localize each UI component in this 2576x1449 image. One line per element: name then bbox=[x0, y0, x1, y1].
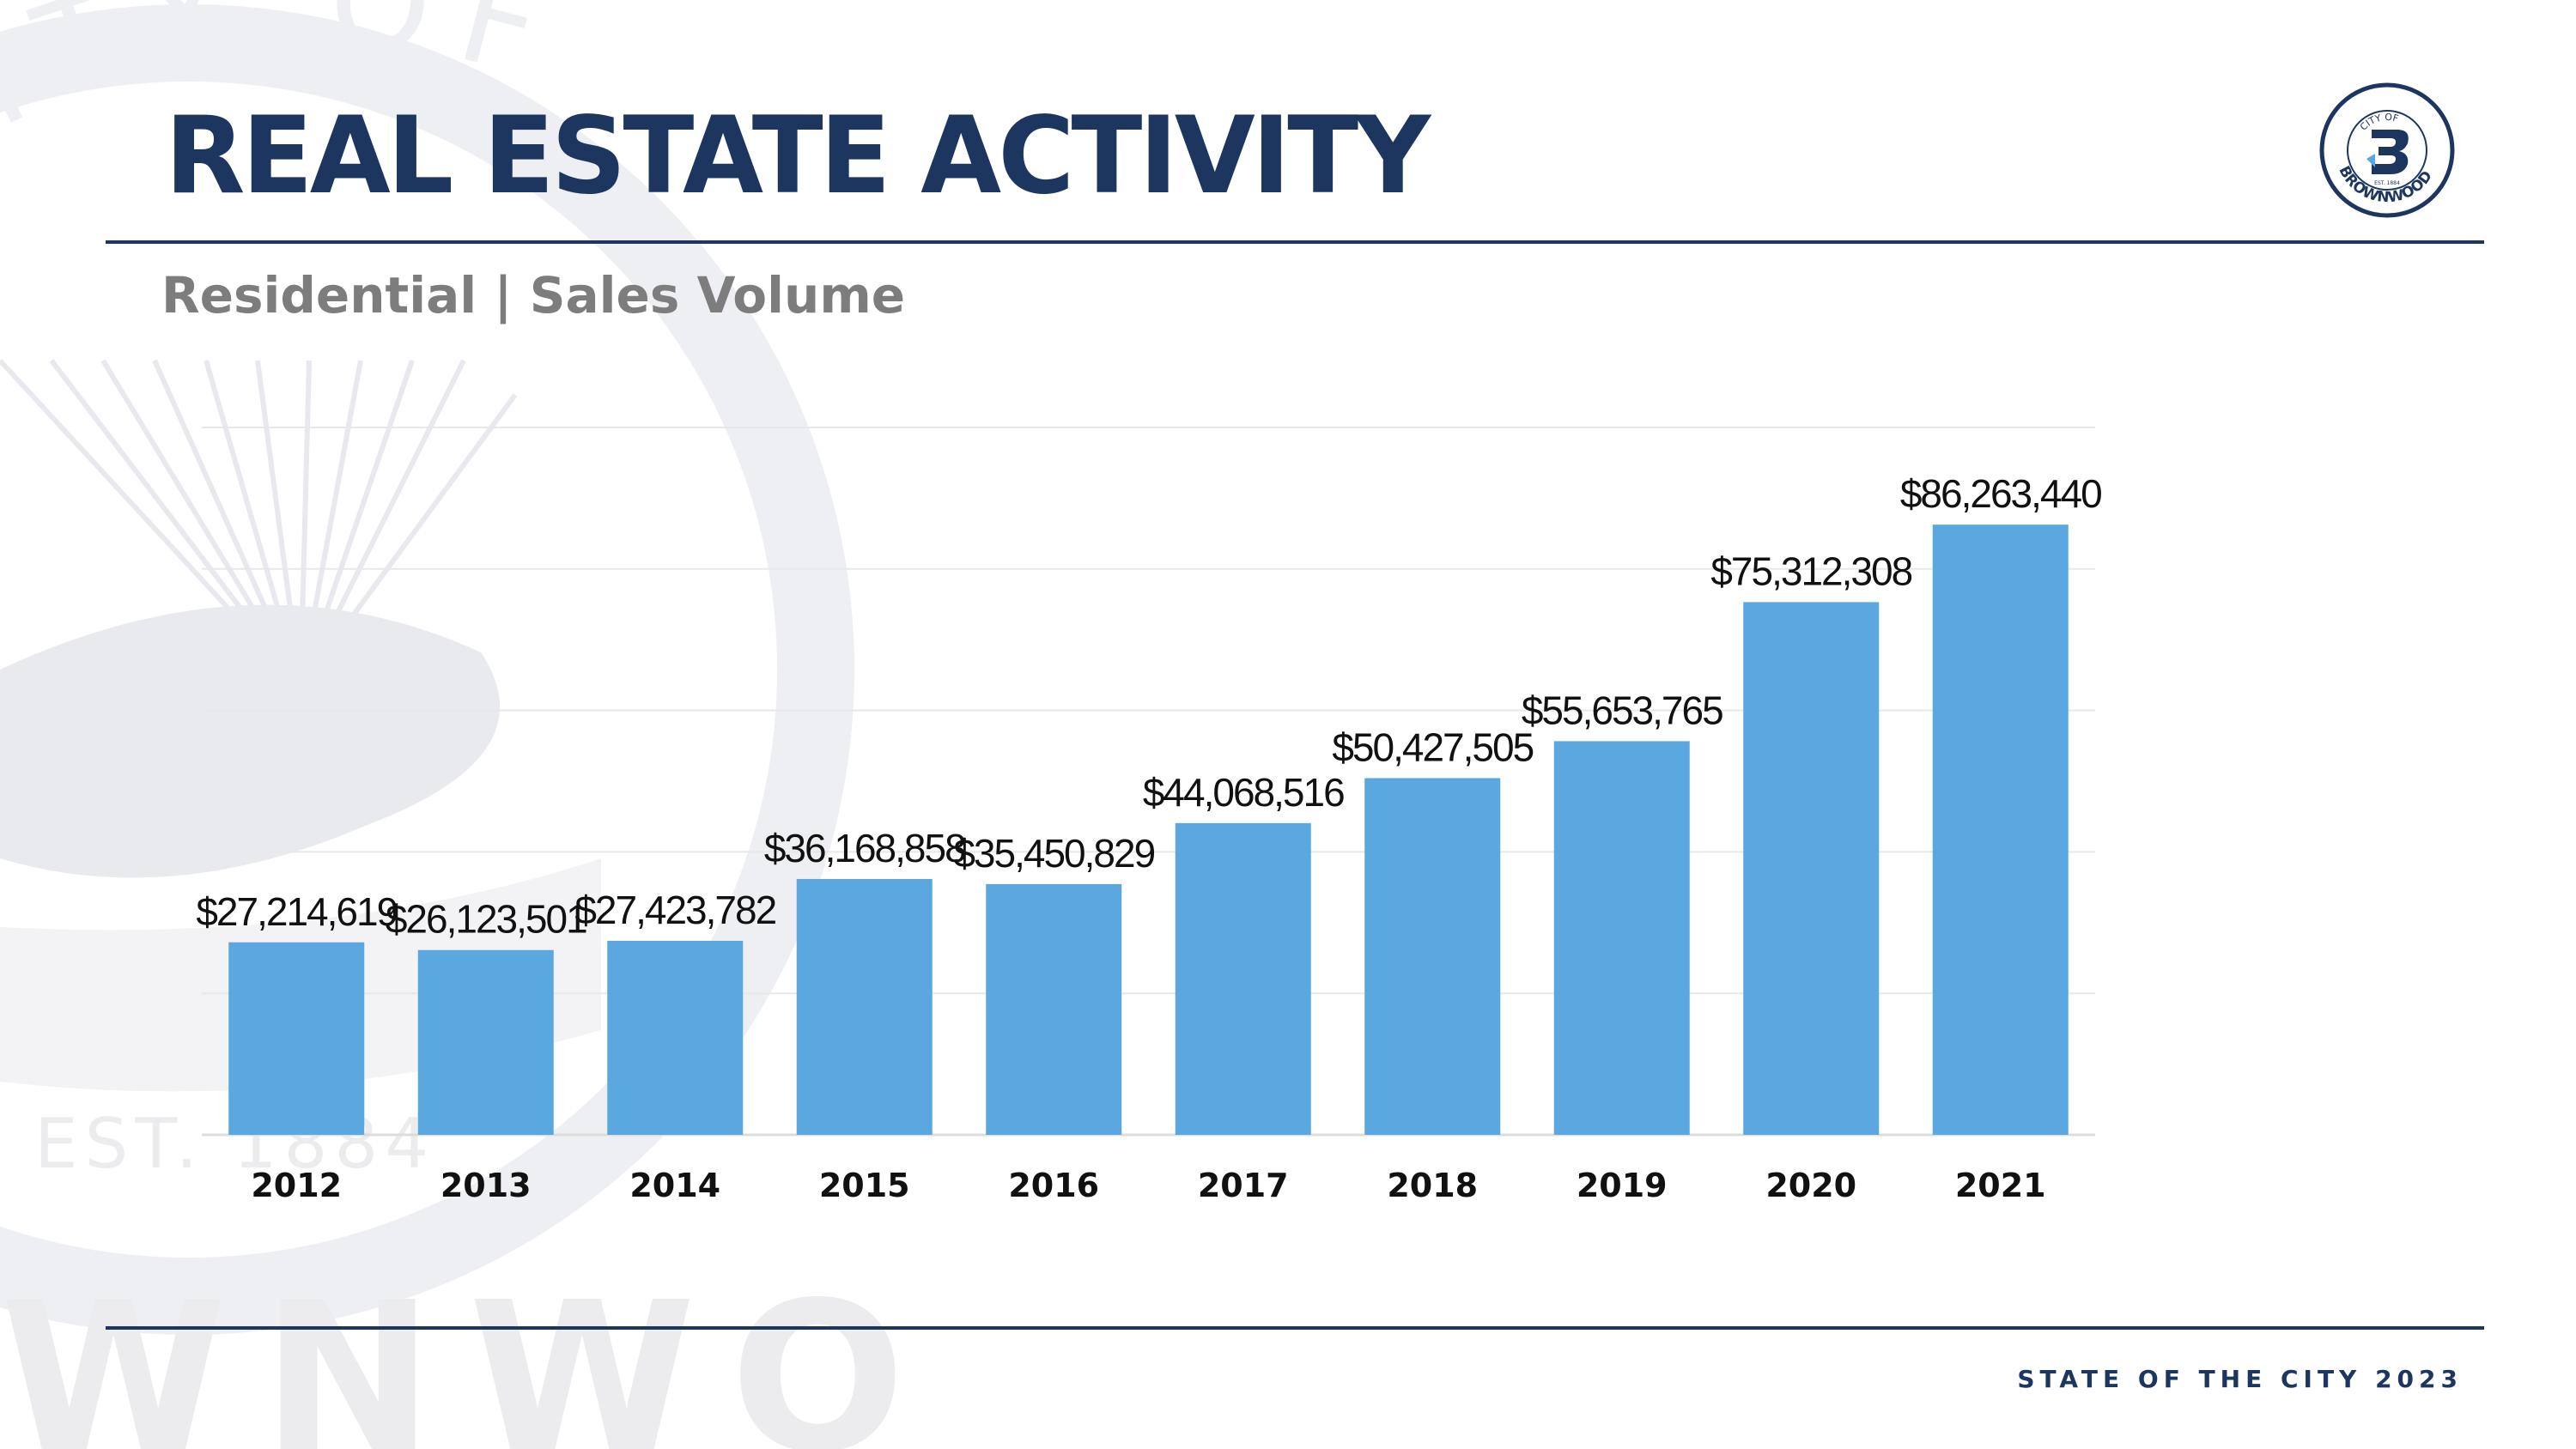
data-label-2020: $75,312,308 bbox=[1710, 549, 1911, 593]
bar-2017 bbox=[1175, 822, 1311, 1135]
data-label-2012: $27,214,619 bbox=[196, 889, 397, 934]
data-label-2013: $26,123,501 bbox=[386, 897, 586, 942]
logo-est: EST. 1884 bbox=[2374, 180, 2400, 186]
bar-2018 bbox=[1364, 778, 1501, 1135]
footer-divider bbox=[106, 1326, 2484, 1330]
bar-2019 bbox=[1553, 741, 1690, 1135]
watermark-bottom-text: WNWO bbox=[0, 1258, 939, 1449]
header-divider bbox=[106, 240, 2484, 244]
x-tick-label-2020: 2020 bbox=[1765, 1167, 1856, 1204]
city-logo: CITY OF BROWNWOOD EST. 1884 bbox=[2319, 82, 2455, 218]
data-label-2017: $44,068,516 bbox=[1143, 770, 1344, 815]
data-labels: $27,214,619$26,123,501$27,423,782 $36,168… bbox=[196, 471, 2103, 942]
bar-2021 bbox=[1932, 524, 2069, 1135]
data-label-2021: $86,263,440 bbox=[1900, 471, 2101, 516]
page-subtitle: Residential | Sales Volume bbox=[161, 266, 906, 324]
x-tick-label-2013: 2013 bbox=[440, 1167, 532, 1204]
x-tick-label-2014: 2014 bbox=[629, 1167, 720, 1204]
x-tick-label-2016: 2016 bbox=[1008, 1167, 1099, 1204]
x-tick-label-2018: 2018 bbox=[1387, 1167, 1478, 1204]
x-tick-label-2012: 2012 bbox=[251, 1167, 342, 1204]
bar-2012 bbox=[228, 942, 365, 1135]
x-tick-label-2021: 2021 bbox=[1955, 1167, 2046, 1204]
data-label-2014: $27,423,782 bbox=[574, 888, 775, 932]
bar-2013 bbox=[417, 949, 554, 1135]
page-title: REAL ESTATE ACTIVITY bbox=[165, 94, 1431, 218]
bar-2020 bbox=[1743, 602, 1880, 1135]
data-label-2019: $55,653,765 bbox=[1522, 688, 1722, 732]
x-tick-label-2015: 2015 bbox=[819, 1167, 910, 1204]
bars bbox=[228, 524, 2069, 1135]
bar-2015 bbox=[796, 878, 933, 1135]
data-label-2016: $35,450,829 bbox=[953, 831, 1154, 876]
footer-text: STATE OF THE CITY 2023 bbox=[2017, 1365, 2463, 1393]
data-label-2018: $50,427,505 bbox=[1332, 724, 1533, 769]
x-tick-label-2019: 2019 bbox=[1577, 1167, 1668, 1204]
bar-2016 bbox=[986, 883, 1122, 1135]
x-tick-label-2017: 2017 bbox=[1198, 1167, 1289, 1204]
x-axis-labels: 2012 2013 2014 2015 2016 2017 2018 2019 2020 2021 bbox=[251, 1167, 2045, 1204]
data-label-2015: $36,168,858 bbox=[764, 826, 965, 870]
bar-2014 bbox=[607, 941, 744, 1135]
